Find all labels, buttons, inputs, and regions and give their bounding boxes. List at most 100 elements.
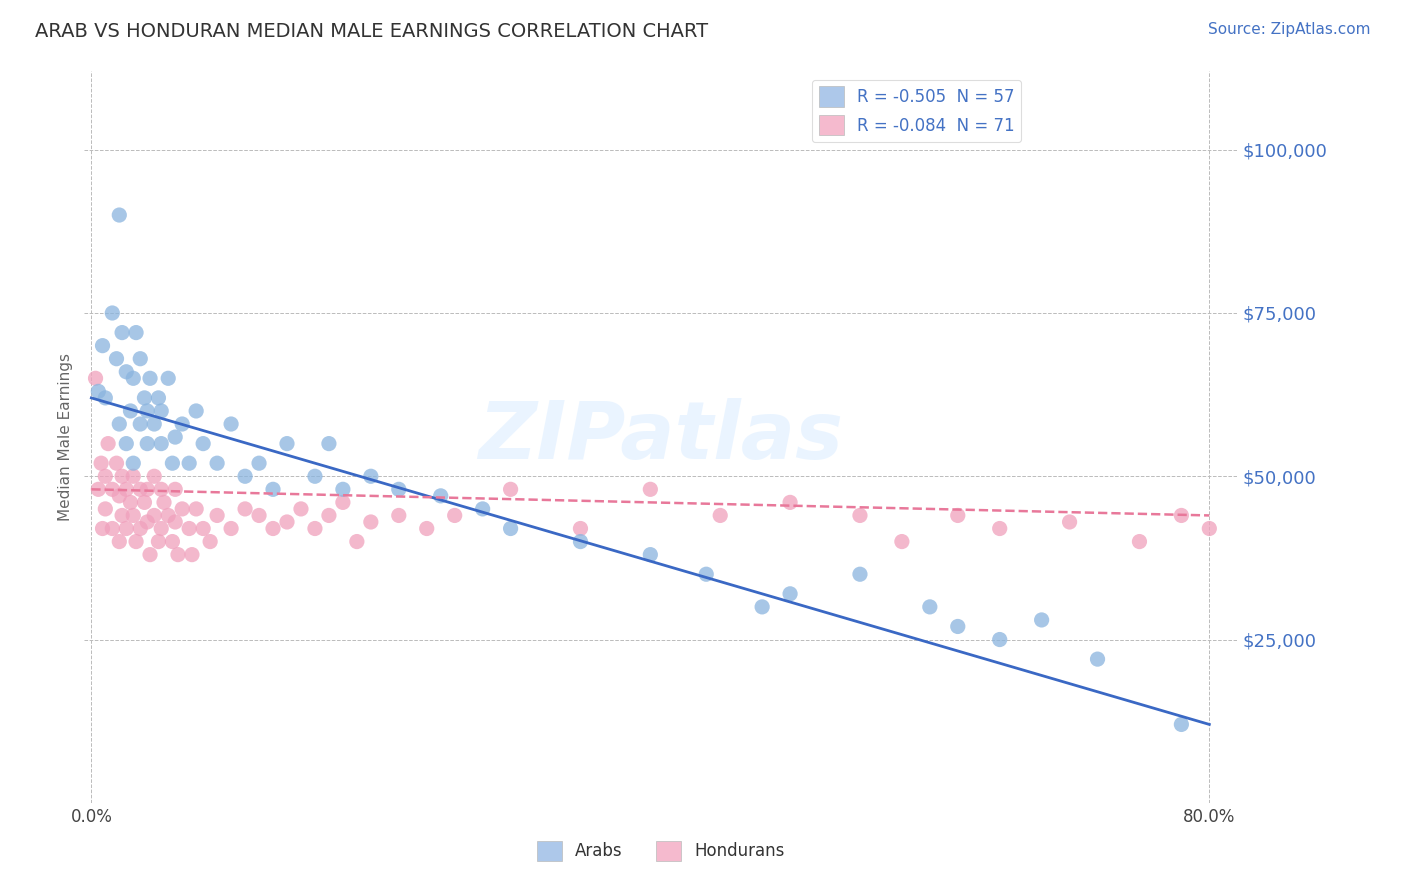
Point (134, 495, 156, 509)
Point (890, 534, 912, 549)
Point (150, 404, 173, 418)
Point (115, 521, 138, 535)
Point (148, 391, 170, 405)
Point (90, 456, 112, 470)
Point (1059, 515, 1081, 529)
Point (165, 515, 187, 529)
Point (97, 436, 120, 450)
Point (108, 534, 131, 549)
Point (129, 521, 152, 535)
Point (186, 404, 208, 418)
Point (122, 508, 145, 523)
Point (150, 521, 173, 535)
Point (179, 521, 201, 535)
Point (416, 521, 439, 535)
Point (695, 567, 717, 582)
Point (136, 515, 159, 529)
Point (247, 456, 270, 470)
Point (1087, 652, 1109, 666)
Point (162, 456, 184, 470)
Point (101, 483, 124, 497)
Point (139, 548, 162, 562)
Point (471, 502, 494, 516)
Point (111, 469, 134, 483)
Point (946, 508, 969, 523)
Point (205, 456, 228, 470)
Point (157, 508, 180, 523)
Point (499, 521, 522, 535)
Point (262, 483, 284, 497)
Point (165, 430, 187, 444)
Point (136, 436, 159, 450)
Point (179, 456, 201, 470)
Point (276, 515, 298, 529)
Point (276, 436, 298, 450)
Point (125, 326, 148, 340)
Point (1128, 534, 1150, 549)
Point (332, 495, 354, 509)
Point (94, 391, 117, 405)
Point (946, 619, 969, 633)
Point (318, 436, 340, 450)
Point (640, 548, 662, 562)
Point (332, 483, 354, 497)
Point (150, 483, 173, 497)
Point (115, 436, 138, 450)
Point (172, 502, 194, 516)
Point (186, 502, 208, 516)
Point (205, 508, 228, 523)
Point (1031, 613, 1053, 627)
Point (360, 469, 382, 483)
Point (108, 489, 131, 503)
Point (304, 469, 326, 483)
Point (709, 508, 731, 523)
Point (108, 208, 131, 222)
Point (640, 483, 662, 497)
Point (122, 456, 145, 470)
Point (290, 502, 312, 516)
Point (94, 469, 117, 483)
Text: Source: ZipAtlas.com: Source: ZipAtlas.com (1208, 22, 1371, 37)
Point (1198, 521, 1220, 535)
Point (87, 384, 110, 399)
Point (318, 508, 340, 523)
Point (443, 508, 465, 523)
Point (849, 567, 872, 582)
Point (162, 534, 184, 549)
Point (198, 534, 221, 549)
Point (388, 508, 411, 523)
Point (143, 508, 166, 523)
Text: ZIPatlas: ZIPatlas (478, 398, 844, 476)
Point (105, 351, 128, 366)
Point (129, 483, 152, 497)
Legend: Arabs, Hondurans: Arabs, Hondurans (530, 834, 792, 868)
Point (120, 404, 142, 418)
Point (143, 417, 166, 431)
Point (101, 306, 124, 320)
Point (122, 371, 145, 385)
Point (115, 365, 138, 379)
Point (115, 483, 138, 497)
Point (569, 521, 592, 535)
Point (129, 351, 152, 366)
Point (172, 417, 194, 431)
Point (125, 534, 148, 549)
Point (191, 436, 214, 450)
Point (111, 508, 134, 523)
Point (988, 632, 1011, 647)
Point (779, 587, 801, 601)
Point (157, 371, 180, 385)
Point (101, 521, 124, 535)
Y-axis label: Median Male Earnings: Median Male Earnings (58, 353, 73, 521)
Point (84, 371, 107, 385)
Point (122, 469, 145, 483)
Point (233, 502, 256, 516)
Point (120, 495, 142, 509)
Point (94, 502, 117, 516)
Point (129, 417, 152, 431)
Point (1170, 508, 1192, 523)
Point (181, 548, 204, 562)
Point (91, 521, 114, 535)
Point (569, 534, 592, 549)
Point (346, 534, 368, 549)
